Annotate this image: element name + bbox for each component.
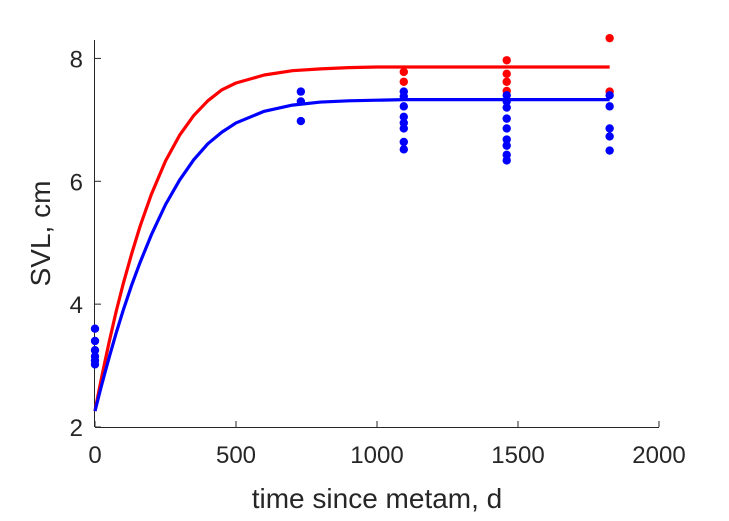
x-tick-label: 0 <box>88 442 101 469</box>
data-point <box>502 69 511 78</box>
y-ticks: 2 4 6 8 <box>70 46 101 442</box>
series-0 <box>399 33 614 96</box>
data-point <box>502 114 511 123</box>
data-point <box>296 87 306 96</box>
data-point <box>399 67 408 77</box>
data-point <box>605 102 614 111</box>
data-point <box>502 135 511 144</box>
data-point <box>90 336 100 346</box>
data-point <box>605 124 614 133</box>
data-point <box>605 33 614 43</box>
x-tick-label: 500 <box>216 442 256 469</box>
data-point <box>90 324 100 333</box>
data-point <box>605 132 614 141</box>
fit-curve-1 <box>93 97 610 412</box>
data-point <box>502 77 511 86</box>
y-tick-label: 8 <box>70 46 83 73</box>
y-tick-label: 4 <box>70 292 83 319</box>
fit-curve-0 <box>93 65 610 412</box>
y-axis-label: SVL, cm <box>25 181 56 287</box>
x-tick-label: 1000 <box>350 442 403 469</box>
data-point <box>90 360 100 369</box>
data-point <box>502 103 511 112</box>
data-point <box>502 56 511 65</box>
x-axis-label: time since metam, d <box>252 483 503 514</box>
x-tick-label: 1500 <box>491 442 544 469</box>
data-point <box>605 146 614 155</box>
data-point <box>502 141 511 150</box>
data-point <box>502 91 511 100</box>
y-tick-label: 6 <box>70 169 83 196</box>
series-1 <box>90 87 614 369</box>
data-point <box>296 116 306 126</box>
data-point <box>90 346 100 355</box>
data-point <box>502 124 511 133</box>
data-point <box>399 124 408 133</box>
data-point <box>502 156 511 165</box>
data-point <box>399 102 408 111</box>
data-point <box>399 77 408 86</box>
data-point <box>605 91 614 100</box>
plot-area <box>90 33 614 412</box>
x-tick-label: 2000 <box>632 442 685 469</box>
data-point <box>399 137 408 147</box>
y-tick-label: 2 <box>70 415 83 442</box>
data-point <box>399 112 408 121</box>
data-point <box>399 145 408 154</box>
x-ticks: 0 500 1000 1500 2000 <box>88 421 686 469</box>
